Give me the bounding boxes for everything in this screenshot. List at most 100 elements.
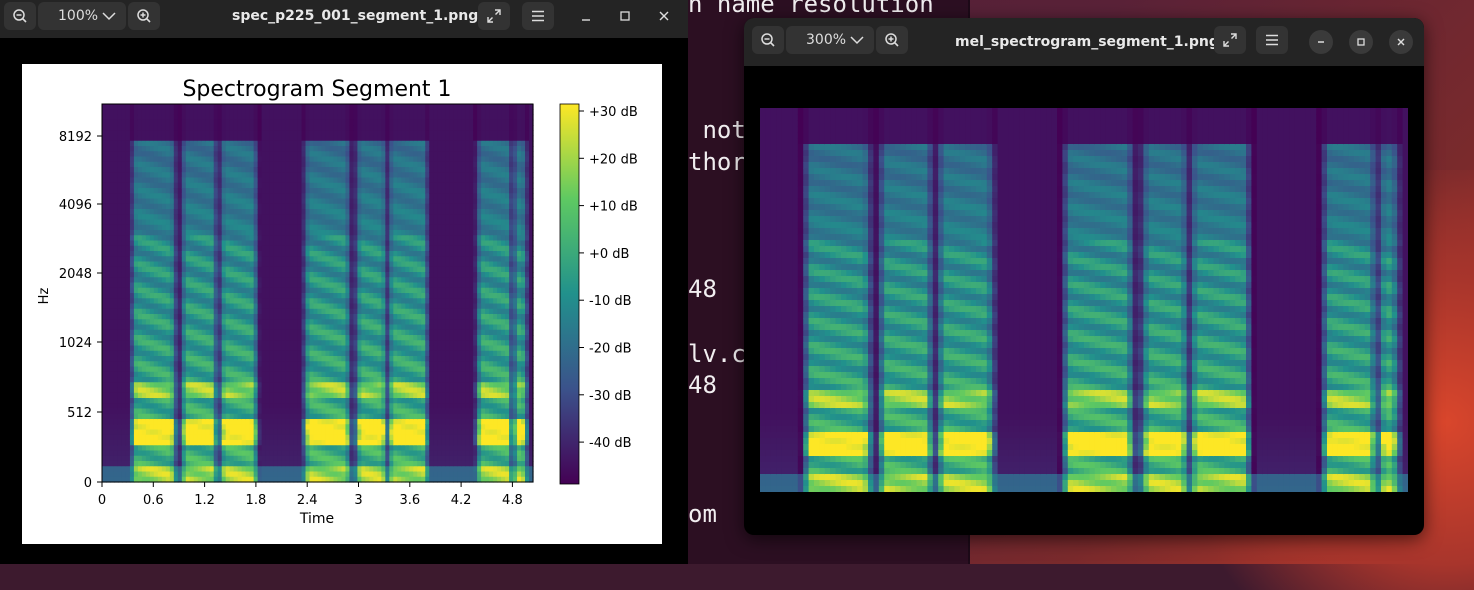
- spectrogram-cell: [246, 241, 251, 247]
- spectrogram-cell: [118, 419, 123, 425]
- spectrogram-cell: [337, 335, 342, 341]
- spectrogram-cell: [286, 472, 291, 478]
- close-button[interactable]: [652, 4, 676, 28]
- spectrogram-cell: [246, 188, 251, 194]
- spectrogram-cell: [262, 178, 267, 184]
- spectrogram-cell: [286, 382, 291, 388]
- spectrogram-cell: [345, 193, 350, 199]
- spectrogram-cell: [250, 377, 255, 383]
- spectrogram-cell: [294, 120, 299, 126]
- spectrogram-cell: [314, 346, 319, 352]
- spectrogram-cell: [262, 351, 267, 357]
- spectrogram-cell: [118, 262, 123, 268]
- spectrogram-cell: [282, 241, 287, 247]
- spectrogram-cell: [126, 146, 131, 152]
- image-viewer-window-left[interactable]: 100% spec_p225_001_segment_1.png: [0, 0, 688, 564]
- spectrogram-cell: [106, 256, 111, 262]
- spectrogram-cell: [122, 340, 127, 346]
- main-menu-button[interactable]: [522, 2, 554, 30]
- spectrogram-cell: [302, 304, 307, 310]
- spectrogram-cell: [349, 288, 354, 294]
- spectrogram-cell: [158, 304, 163, 310]
- spectrogram-cell: [333, 220, 338, 226]
- spectrogram-cell: [314, 440, 319, 446]
- spectrogram-cell: [142, 283, 147, 289]
- spectrogram-cell: [194, 246, 199, 252]
- spectrogram-cell: [266, 403, 271, 409]
- spectrogram-cell: [138, 472, 143, 478]
- spectrogram-cell: [246, 304, 251, 310]
- spectrogram-cell: [166, 193, 171, 199]
- spectrogram-cell: [134, 398, 139, 404]
- zoom-in-button[interactable]: [128, 2, 160, 30]
- spectrogram-cell: [365, 178, 370, 184]
- spectrogram-cell: [282, 267, 287, 273]
- spectrogram-cell: [134, 120, 139, 126]
- zoom-out-button[interactable]: [4, 2, 36, 30]
- spectrogram-cell: [146, 419, 151, 425]
- spectrogram-cell: [337, 466, 342, 472]
- spectrogram-cell: [118, 414, 123, 420]
- minimize-button[interactable]: [574, 4, 598, 28]
- spectrogram-cell: [357, 356, 362, 362]
- spectrogram-cell: [182, 445, 187, 451]
- spectrogram-cell: [266, 456, 271, 462]
- spectrogram-cell: [329, 241, 334, 247]
- spectrogram-cell: [349, 214, 354, 220]
- spectrogram-cell: [154, 319, 159, 325]
- spectrogram-cell: [190, 451, 195, 457]
- spectrogram-cell: [318, 409, 323, 415]
- spectrogram-cell: [194, 220, 199, 226]
- spectrogram-cell: [150, 419, 155, 425]
- spectrogram-cell: [150, 225, 155, 231]
- spectrogram-cell: [373, 204, 378, 210]
- spectrogram-cell: [238, 256, 243, 262]
- spectrogram-cell: [222, 361, 227, 367]
- spectrogram-cell: [130, 451, 135, 457]
- spectrogram-cell: [170, 109, 175, 115]
- spectrogram-cell: [246, 283, 251, 289]
- spectrogram-cell: [206, 241, 211, 247]
- spectrogram-cell: [242, 435, 247, 441]
- spectrogram-cell: [333, 382, 338, 388]
- spectrogram-cell: [222, 288, 227, 294]
- fullscreen-button[interactable]: [478, 2, 510, 30]
- spectrogram-cell: [302, 146, 307, 152]
- spectrogram-cell: [162, 246, 167, 252]
- spectrogram-cell: [294, 162, 299, 168]
- spectrogram-cell: [114, 382, 119, 388]
- spectrogram-cell: [345, 314, 350, 320]
- spectrogram-cell: [353, 372, 358, 378]
- spectrogram-cell: [150, 251, 155, 257]
- spectrogram-cell: [182, 440, 187, 446]
- spectrogram-cell: [302, 151, 307, 157]
- spectrogram-cell: [222, 283, 227, 289]
- spectrogram-cell: [226, 351, 231, 357]
- spectrogram-cell: [174, 293, 179, 299]
- spectrogram-cell: [270, 309, 275, 315]
- spectrogram-cell: [294, 367, 299, 373]
- spectrogram-cell: [353, 330, 358, 336]
- maximize-button[interactable]: [613, 4, 637, 28]
- spectrogram-cell: [298, 115, 303, 121]
- spectrogram-cell: [166, 188, 171, 194]
- spectrogram-cell: [102, 246, 107, 252]
- zoom-level-dropdown[interactable]: 100%: [38, 2, 126, 30]
- spectrogram-cell: [114, 367, 119, 373]
- spectrogram-cell: [302, 414, 307, 420]
- spectrogram-cell: [270, 120, 275, 126]
- spectrogram-cell: [214, 356, 219, 362]
- spectrogram-cell: [373, 209, 378, 215]
- spectrogram-cell: [290, 151, 295, 157]
- spectrogram-cell: [353, 298, 358, 304]
- spectrogram-cell: [329, 157, 334, 163]
- spectrogram-cell: [202, 403, 207, 409]
- spectrogram-cell: [345, 351, 350, 357]
- spectrogram-cell: [206, 109, 211, 115]
- spectrogram-cell: [361, 230, 366, 236]
- spectrogram-cell: [321, 109, 326, 115]
- spectrogram-cell: [226, 214, 231, 220]
- spectrogram-cell: [337, 246, 342, 252]
- spectrogram-cell: [258, 104, 263, 110]
- spectrogram-cell: [294, 435, 299, 441]
